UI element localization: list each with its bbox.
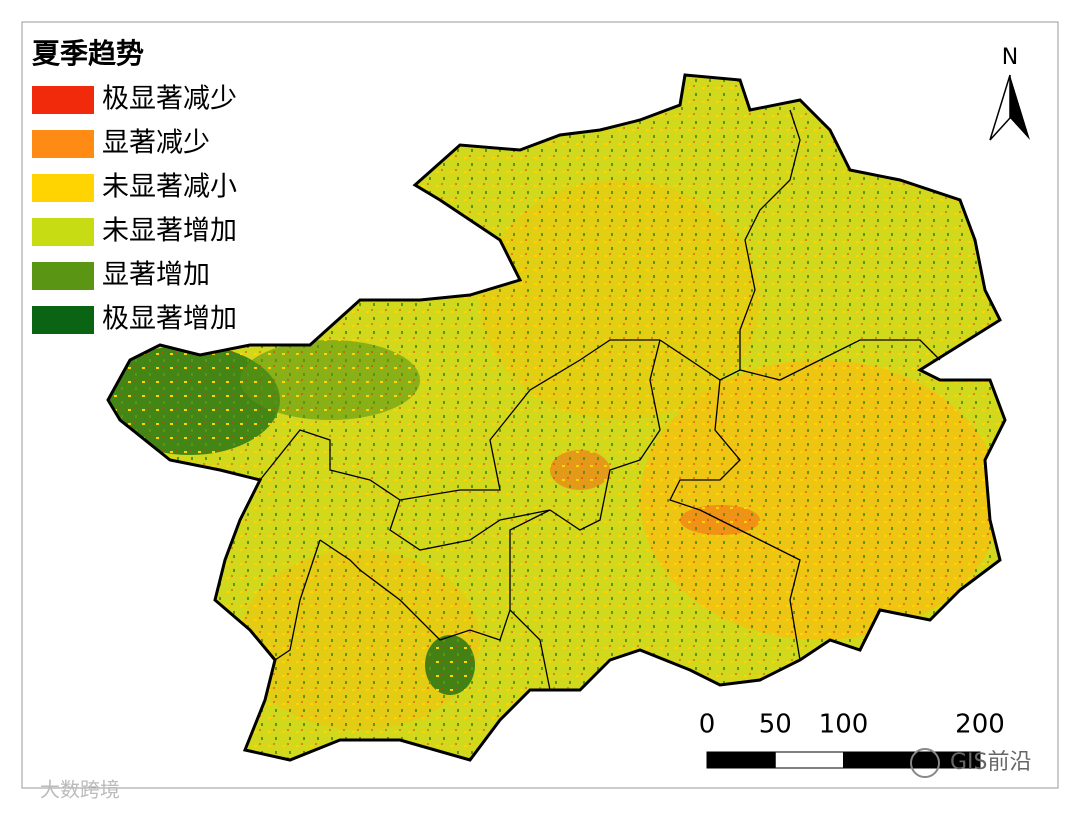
scale-segment <box>774 751 844 769</box>
frame <box>21 21 1059 789</box>
legend-label: 极显著增加 <box>102 304 237 335</box>
legend-label: 未显著增加 <box>102 216 237 247</box>
scale-segment <box>706 751 776 769</box>
north-label: N <box>1002 45 1018 70</box>
province-outline <box>106 73 1007 762</box>
legend-label: 显著增加 <box>102 260 210 291</box>
legend-swatch <box>32 174 94 202</box>
scale-label: 100 <box>819 710 869 740</box>
legend-swatch <box>32 218 94 246</box>
legend-swatch <box>32 130 94 158</box>
scale-label: 0 <box>699 710 716 740</box>
north-arrow-right <box>1010 75 1030 140</box>
county-boundaries <box>259 109 941 691</box>
legend-label: 显著减少 <box>102 128 210 159</box>
legend-swatch <box>32 306 94 334</box>
legend-label: 未显著减小 <box>102 172 237 203</box>
scale-label: 50 <box>759 710 792 740</box>
legend-swatch <box>32 86 94 114</box>
scale-bar: 0 50 100 200 <box>699 710 1005 769</box>
legend-label: 极显著减少 <box>102 84 237 115</box>
north-arrow-left <box>989 74 1011 141</box>
watermark-right: GIS前沿 <box>950 750 1032 775</box>
watermark-left: 大数跨境 <box>40 778 120 802</box>
legend-swatch <box>32 262 94 290</box>
wechat-icon <box>910 748 940 778</box>
legend-title: 夏季趋势 <box>32 37 144 70</box>
scale-label: 200 <box>955 710 1005 740</box>
